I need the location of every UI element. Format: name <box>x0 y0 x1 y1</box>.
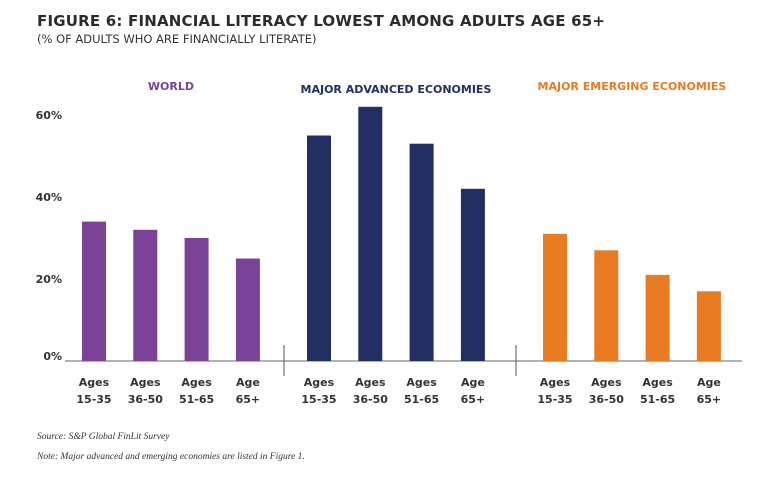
footnote: Note: Major advanced and emerging econom… <box>37 452 305 462</box>
x-tick-label: 65+ <box>461 393 486 406</box>
source-note: Source: S&P Global FinLit Survey <box>37 432 170 442</box>
chart-title: FIGURE 6: FINANCIAL LITERACY LOWEST AMON… <box>37 12 606 30</box>
x-tick-label: 51-65 <box>404 393 439 406</box>
bar <box>543 233 567 361</box>
x-tick-label: 15-35 <box>301 393 336 406</box>
bar <box>696 291 721 361</box>
x-tick-label: 36-50 <box>589 393 625 406</box>
x-tick-label: Ages <box>642 376 673 389</box>
bar <box>184 238 209 361</box>
bar <box>409 143 434 361</box>
x-tick-label: 15-35 <box>76 393 111 406</box>
bar <box>460 188 485 361</box>
x-tick-label: 15-35 <box>537 393 572 406</box>
x-tick-label: Ages <box>355 376 386 389</box>
x-tick-label: 65+ <box>236 393 261 406</box>
x-tick-label: 36-50 <box>353 393 389 406</box>
bar <box>307 135 331 361</box>
x-tick-label: Age <box>236 376 260 389</box>
chart-subtitle: (% OF ADULTS WHO ARE FINANCIALLY LITERAT… <box>37 32 317 46</box>
bar <box>358 106 383 361</box>
y-tick-label: 20% <box>36 273 62 286</box>
x-tick-label: Ages <box>130 376 161 389</box>
x-tick-label: 65+ <box>697 393 722 406</box>
y-tick-label: 40% <box>36 191 62 204</box>
x-tick-label: Age <box>697 376 721 389</box>
y-tick-label: 0% <box>43 350 62 363</box>
group-label: MAJOR ADVANCED ECONOMIES <box>301 83 492 96</box>
x-tick-label: Ages <box>79 376 110 389</box>
bar <box>645 274 670 361</box>
x-tick-label: Ages <box>591 376 622 389</box>
x-tick-label: Ages <box>540 376 571 389</box>
y-tick-label: 60% <box>36 109 62 122</box>
group-label: MAJOR EMERGING ECONOMIES <box>538 80 727 93</box>
x-tick-label: Ages <box>304 376 335 389</box>
x-tick-label: Age <box>461 376 485 389</box>
bar <box>82 221 106 361</box>
x-tick-label: 51-65 <box>640 393 675 406</box>
group-label: WORLD <box>148 80 194 93</box>
x-tick-label: Ages <box>181 376 212 389</box>
bar <box>594 250 619 361</box>
bar <box>235 258 260 361</box>
bar <box>133 229 158 361</box>
x-tick-label: 51-65 <box>179 393 214 406</box>
x-tick-label: 36-50 <box>128 393 164 406</box>
x-tick-label: Ages <box>406 376 437 389</box>
